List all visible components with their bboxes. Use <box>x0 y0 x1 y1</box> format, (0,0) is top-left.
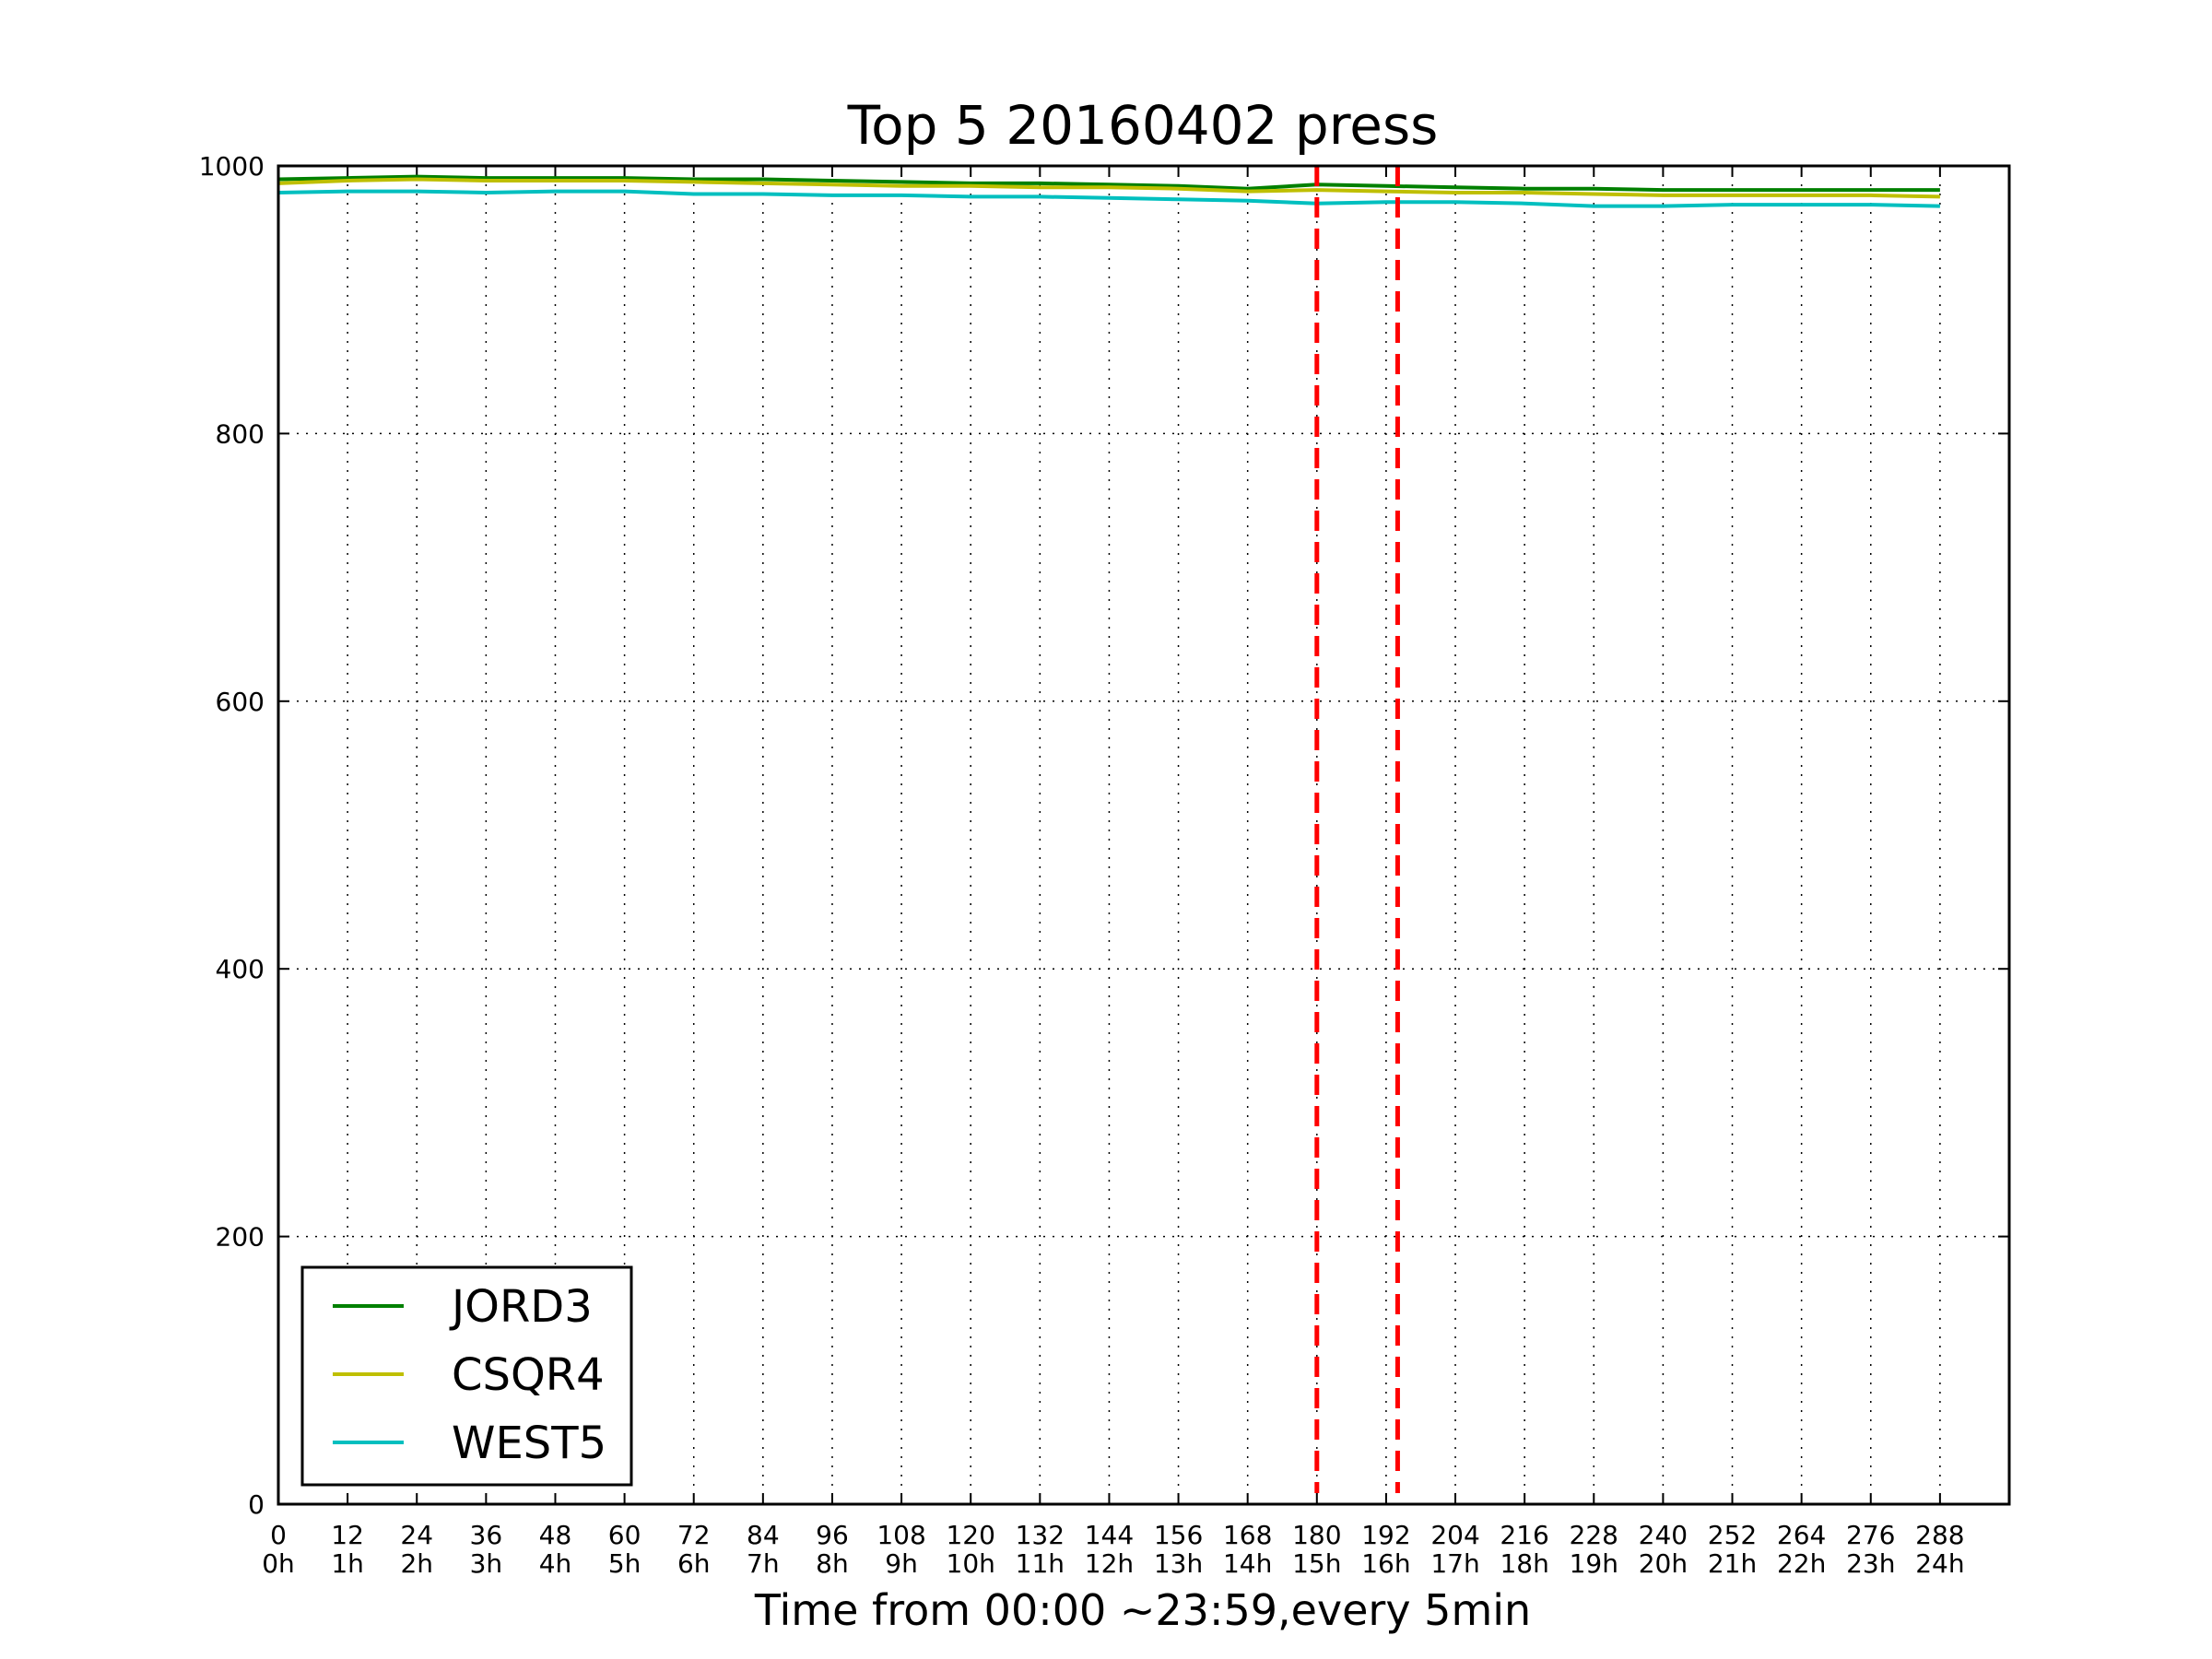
x-tick-hour-label: 18h <box>1500 1548 1548 1579</box>
y-tick-label: 0 <box>248 1489 265 1520</box>
x-tick-label: 264 <box>1777 1520 1826 1550</box>
x-tick-hour-label: 0h <box>262 1548 295 1579</box>
x-tick-label: 120 <box>946 1520 994 1550</box>
legend-label: CSQR4 <box>452 1349 605 1401</box>
x-tick-label: 72 <box>677 1520 711 1550</box>
x-tick-hour-label: 15h <box>1292 1548 1341 1579</box>
x-tick-hour-label: 22h <box>1777 1548 1826 1579</box>
x-tick-hour-label: 14h <box>1223 1548 1272 1579</box>
x-tick-hour-label: 8h <box>816 1548 849 1579</box>
x-tick-hour-label: 3h <box>470 1548 503 1579</box>
x-tick-hour-label: 2h <box>400 1548 433 1579</box>
x-tick-hour-label: 11h <box>1016 1548 1065 1579</box>
x-tick-label: 96 <box>816 1520 849 1550</box>
x-tick-label: 276 <box>1846 1520 1895 1550</box>
x-tick-label: 48 <box>539 1520 572 1550</box>
x-tick-label: 288 <box>1915 1520 1964 1550</box>
series-line-west5 <box>277 189 1940 208</box>
x-tick-hour-label: 13h <box>1154 1548 1203 1579</box>
x-tick-hour-label: 24h <box>1915 1548 1964 1579</box>
x-tick-hour-label: 12h <box>1085 1548 1134 1579</box>
y-tick-label: 400 <box>216 954 265 984</box>
x-tick-hour-label: 10h <box>947 1548 995 1579</box>
legend: JORD3 CSQR4 WEST5 <box>300 1265 633 1487</box>
x-tick-hour-label: 6h <box>677 1548 711 1579</box>
y-axis-ticks: 0 200 400 600 800 1000 <box>199 151 2009 1520</box>
x-tick-label: 204 <box>1430 1520 1479 1550</box>
x-tick-label: 84 <box>747 1520 780 1550</box>
x-tick-label: 228 <box>1570 1520 1618 1550</box>
y-tick-label: 800 <box>216 418 265 449</box>
x-tick-hour-label: 4h <box>539 1548 572 1579</box>
legend-label: JORD3 <box>449 1281 593 1333</box>
series-line-jord3 <box>277 174 1940 193</box>
y-tick-label: 1000 <box>199 151 265 182</box>
x-tick-label: 168 <box>1223 1520 1272 1550</box>
x-tick-label: 60 <box>608 1520 641 1550</box>
plot-frame <box>276 164 2011 1506</box>
x-tick-label: 252 <box>1708 1520 1757 1550</box>
x-tick-label: 24 <box>400 1520 433 1550</box>
chart-title: Top 5 20160402 press <box>847 94 1439 157</box>
x-tick-hour-label: 17h <box>1430 1548 1479 1579</box>
series-lines <box>277 174 1940 208</box>
x-tick-label: 132 <box>1016 1520 1065 1550</box>
x-tick-hour-label: 9h <box>885 1548 918 1579</box>
x-tick-label: 240 <box>1639 1520 1688 1550</box>
x-tick-hour-label: 1h <box>331 1548 364 1579</box>
x-tick-label: 156 <box>1154 1520 1203 1550</box>
x-tick-hour-label: 5h <box>608 1548 641 1579</box>
x-tick-hour-label: 21h <box>1708 1548 1757 1579</box>
legend-label: WEST5 <box>452 1418 606 1469</box>
y-tick-label: 200 <box>216 1222 265 1253</box>
x-tick-label: 36 <box>470 1520 503 1550</box>
x-tick-label: 192 <box>1361 1520 1410 1550</box>
x-tick-hour-label: 20h <box>1639 1548 1688 1579</box>
y-tick-label: 600 <box>216 687 265 717</box>
x-tick-hour-label: 7h <box>747 1548 780 1579</box>
x-tick-label: 108 <box>877 1520 925 1550</box>
x-tick-label: 216 <box>1500 1520 1548 1550</box>
x-axis-label: Time from 00:00 ~23:59,every 5min <box>754 1585 1531 1635</box>
series-line-csqr4 <box>277 177 1940 199</box>
x-tick-hour-label: 19h <box>1570 1548 1618 1579</box>
x-tick-label: 180 <box>1292 1520 1341 1550</box>
marker-lines <box>1314 166 1400 1493</box>
x-tick-hour-label: 16h <box>1361 1548 1410 1579</box>
x-tick-label: 144 <box>1085 1520 1134 1550</box>
x-tick-label: 12 <box>331 1520 364 1550</box>
x-tick-label: 0 <box>270 1520 287 1550</box>
x-tick-hour-label: 23h <box>1846 1548 1895 1579</box>
